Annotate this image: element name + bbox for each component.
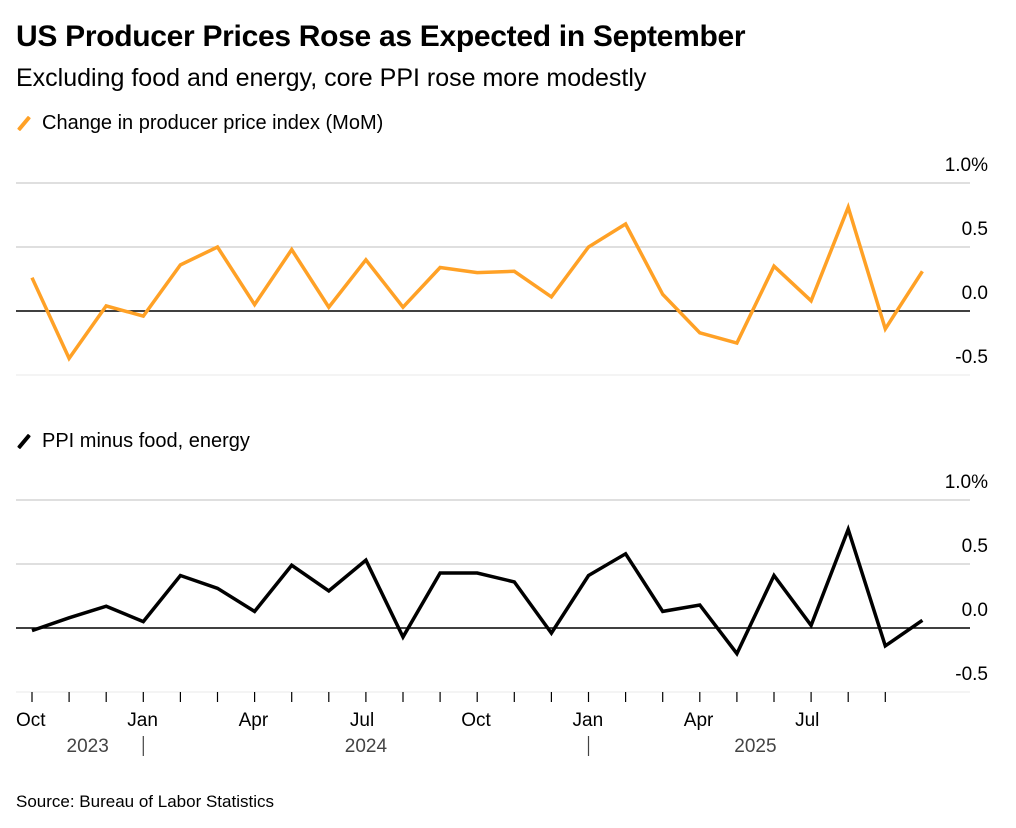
- x-tick-label: Jan: [127, 710, 158, 731]
- y-tick-label: 0.0: [962, 600, 988, 621]
- x-tick-label: Oct: [461, 710, 491, 731]
- x-tick-label: Jul: [795, 710, 819, 731]
- legend-label-headline: Change in producer price index (MoM): [42, 112, 384, 134]
- chart-subtitle: Excluding food and energy, core PPI rose…: [16, 64, 647, 92]
- x-tick-label: Jul: [350, 710, 374, 731]
- y-tick-label: 0.0: [962, 283, 988, 304]
- series-line-headline: [30, 202, 924, 362]
- legend-label-core: PPI minus food, energy: [42, 430, 250, 452]
- y-tick-label: 1.0%: [945, 472, 988, 493]
- year-label: 2023: [67, 736, 109, 757]
- y-tick-label: 0.5: [962, 536, 988, 557]
- y-tick-label: 0.5: [962, 219, 988, 240]
- x-tick-label: Apr: [684, 710, 714, 731]
- x-tick-label: Oct: [16, 710, 46, 731]
- y-tick-label: 1.0%: [945, 155, 988, 176]
- x-tick-label: Apr: [239, 710, 269, 731]
- legend-headline: Change in producer price index (MoM): [16, 112, 383, 135]
- year-label: 2024: [345, 736, 388, 757]
- legend-core: PPI minus food, energy: [16, 430, 250, 453]
- y-tick-label: -0.5: [955, 347, 988, 368]
- x-tick-label: Jan: [573, 710, 604, 731]
- year-label: 2025: [734, 736, 776, 757]
- chart-title: US Producer Prices Rose as Expected in S…: [16, 20, 746, 53]
- y-tick-label: -0.5: [955, 664, 988, 685]
- series-line-core: [31, 524, 924, 657]
- source-note: Source: Bureau of Labor Statistics: [16, 792, 274, 811]
